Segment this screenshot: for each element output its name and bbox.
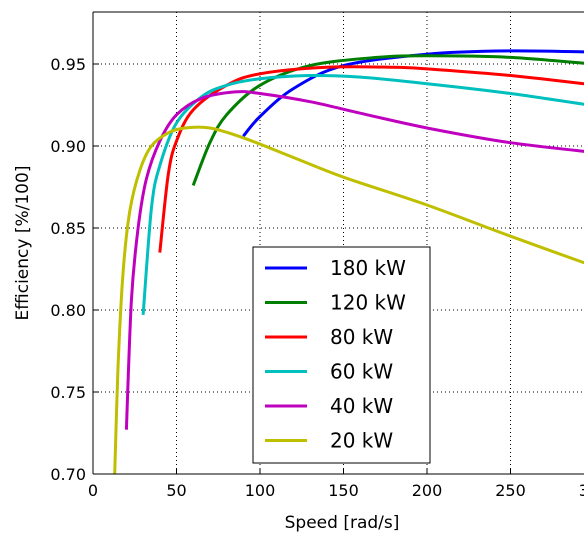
x-tick-label: 0 [88,481,98,500]
legend-label: 120 kW [330,291,406,315]
plot-frame [92,11,584,475]
legend-label: 180 kW [330,256,406,280]
series-line-60-kw [141,73,584,316]
y-tick-label: 0.85 [50,219,86,238]
y-axis-label: Efficiency [%/100] [13,166,33,321]
x-tick-label: 250 [495,481,526,500]
legend: 180 kW 120 kW 80 kW 60 kW 40 kW 20 kW [252,246,431,464]
y-tick-label: 0.95 [50,55,86,74]
x-tick-label: 150 [328,481,359,500]
series-line-80-kw [158,65,584,253]
x-tick-label: 300 [579,481,584,500]
legend-label: 60 kW [330,360,393,384]
x-axis-label: Speed [rad/s] [285,513,400,533]
legend-label: 80 kW [330,325,393,349]
x-tick-label: 200 [412,481,443,500]
y-tick-label: 0.70 [50,465,86,484]
x-tick-label: 100 [245,481,276,500]
legend-box [252,246,431,464]
y-tick-label: 0.80 [50,301,86,320]
series-line-180-kw [242,49,584,138]
legend-label: 40 kW [330,394,393,418]
series-line-20-kw [113,125,584,474]
y-tick-label: 0.90 [50,137,86,156]
ticks: 0 50 100 150 200 250 300 0.70 0.75 0.80 0.85 0.90 0.… [50,55,584,500]
series-lines [113,49,584,474]
y-tick-label: 0.75 [50,383,86,402]
legend-label: 20 kW [330,429,393,453]
x-tick-label: 50 [166,481,186,500]
series-line-40-kw [124,90,584,430]
